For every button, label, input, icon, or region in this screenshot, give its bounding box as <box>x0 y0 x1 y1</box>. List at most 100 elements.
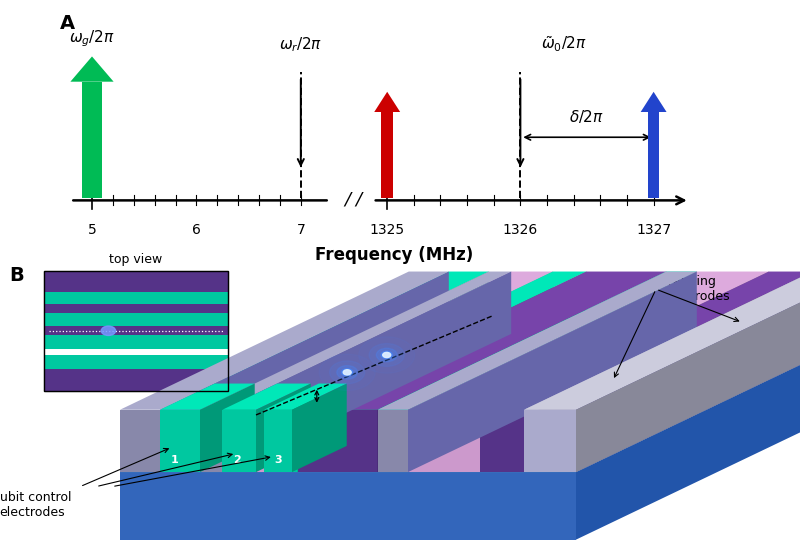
Text: 1326: 1326 <box>502 223 538 237</box>
Text: 1325: 1325 <box>370 223 405 237</box>
Polygon shape <box>200 384 254 472</box>
Text: B: B <box>10 266 24 285</box>
Polygon shape <box>200 410 222 472</box>
Polygon shape <box>222 272 511 472</box>
Polygon shape <box>200 272 511 410</box>
Circle shape <box>358 337 414 373</box>
Polygon shape <box>264 272 553 472</box>
Polygon shape <box>408 272 697 472</box>
Polygon shape <box>378 272 666 472</box>
Bar <box>44 335 228 349</box>
Text: 3: 3 <box>274 455 282 465</box>
Polygon shape <box>378 272 697 410</box>
Text: $\omega_g/2\pi$: $\omega_g/2\pi$ <box>69 28 115 49</box>
Polygon shape <box>524 272 800 472</box>
Text: A: A <box>60 14 74 32</box>
Bar <box>44 292 228 304</box>
Text: $^{25}$Mg$^+$: $^{25}$Mg$^+$ <box>354 316 395 335</box>
Circle shape <box>382 352 390 357</box>
Circle shape <box>337 366 358 379</box>
Polygon shape <box>524 272 800 410</box>
Bar <box>44 312 228 326</box>
Circle shape <box>319 354 375 390</box>
Bar <box>44 349 228 355</box>
Polygon shape <box>408 410 480 472</box>
Polygon shape <box>200 272 489 472</box>
Polygon shape <box>576 272 800 472</box>
Polygon shape <box>378 410 408 472</box>
Text: 5: 5 <box>88 223 96 237</box>
Polygon shape <box>641 92 666 112</box>
Text: 30 μm: 30 μm <box>267 390 305 403</box>
Circle shape <box>330 361 365 384</box>
Text: trap axis: trap axis <box>194 396 248 408</box>
Polygon shape <box>524 272 800 410</box>
Circle shape <box>342 369 353 376</box>
Text: qubit control
electrodes: qubit control electrodes <box>0 491 72 519</box>
Polygon shape <box>480 410 524 472</box>
Text: Frequency (MHz): Frequency (MHz) <box>315 245 474 264</box>
Text: $\omega_r/2\pi$: $\omega_r/2\pi$ <box>279 35 322 54</box>
Polygon shape <box>378 410 408 472</box>
Polygon shape <box>524 410 576 472</box>
Polygon shape <box>160 410 200 472</box>
Bar <box>44 271 228 390</box>
Text: top view: top view <box>110 253 162 266</box>
Text: 1: 1 <box>170 455 178 465</box>
Polygon shape <box>576 272 800 472</box>
Circle shape <box>381 351 392 358</box>
Text: /: / <box>345 190 350 208</box>
Polygon shape <box>222 410 264 472</box>
Text: 1327: 1327 <box>636 223 671 237</box>
Bar <box>44 355 228 369</box>
Polygon shape <box>298 272 586 472</box>
Polygon shape <box>160 272 489 410</box>
Text: trapping
electrodes: trapping electrodes <box>664 275 730 303</box>
Polygon shape <box>480 272 800 410</box>
Text: /: / <box>355 190 362 208</box>
Bar <box>44 369 228 390</box>
Circle shape <box>101 326 116 335</box>
Polygon shape <box>382 112 393 198</box>
Text: $\delta/2\pi$: $\delta/2\pi$ <box>570 108 605 125</box>
Polygon shape <box>264 410 292 472</box>
Polygon shape <box>120 334 800 472</box>
Polygon shape <box>264 384 346 410</box>
Polygon shape <box>408 272 769 410</box>
Polygon shape <box>576 334 800 540</box>
Polygon shape <box>120 272 449 410</box>
Text: 6: 6 <box>192 223 201 237</box>
Polygon shape <box>524 410 576 472</box>
Polygon shape <box>160 272 449 472</box>
Polygon shape <box>298 410 378 472</box>
Polygon shape <box>222 410 256 472</box>
Polygon shape <box>264 272 586 410</box>
Polygon shape <box>648 112 659 198</box>
Circle shape <box>369 344 404 366</box>
Polygon shape <box>120 334 800 472</box>
Polygon shape <box>298 272 666 410</box>
Polygon shape <box>256 384 310 472</box>
Polygon shape <box>82 82 102 198</box>
Polygon shape <box>264 410 298 472</box>
Bar <box>44 326 228 335</box>
Polygon shape <box>70 57 114 82</box>
Polygon shape <box>222 384 310 410</box>
Bar <box>44 271 228 390</box>
Circle shape <box>343 369 351 375</box>
Polygon shape <box>222 272 553 410</box>
Polygon shape <box>378 272 697 410</box>
Text: $\tilde{\omega}_0/2\pi$: $\tilde{\omega}_0/2\pi$ <box>541 34 586 54</box>
Polygon shape <box>160 410 200 472</box>
Bar <box>44 271 228 292</box>
Text: 7: 7 <box>297 223 305 237</box>
Circle shape <box>376 348 397 362</box>
Polygon shape <box>480 272 769 472</box>
Bar <box>44 304 228 312</box>
Polygon shape <box>292 384 346 472</box>
Polygon shape <box>408 272 697 472</box>
Polygon shape <box>374 92 400 112</box>
Polygon shape <box>120 410 160 472</box>
Polygon shape <box>120 472 576 540</box>
Text: 2: 2 <box>233 455 241 465</box>
